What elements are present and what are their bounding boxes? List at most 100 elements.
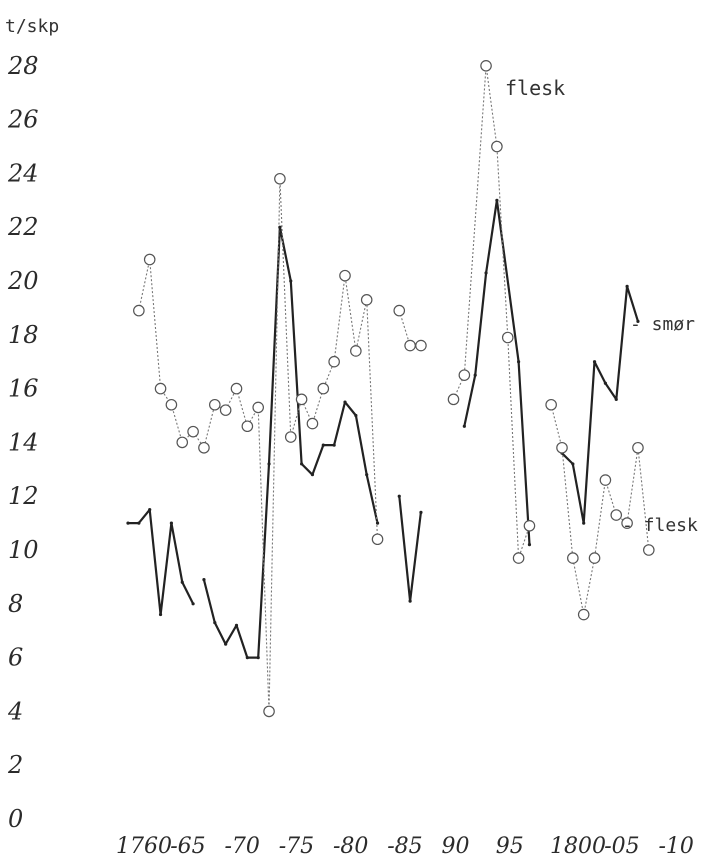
data-point [415,339,427,352]
data-point [213,621,217,625]
annotation-label: flesk [505,76,565,100]
points-flesk [133,60,655,718]
data-point [209,398,221,411]
data-point [158,612,163,617]
y-tick-label: 4 [7,697,23,725]
x-tick-label: -65 [170,834,205,859]
data-point [332,443,336,447]
data-point [234,623,239,627]
data-point [278,225,282,229]
data-point [517,360,521,364]
data-point [289,279,293,283]
data-point [582,521,586,525]
data-point [610,509,623,521]
data-point [126,521,130,525]
y-tick-label: 10 [8,536,39,564]
x-tick-label: -75 [279,834,314,859]
y-tick-label: 12 [8,482,39,510]
annotation-label: - flesk [622,515,698,536]
y-tick-label: 0 [8,805,23,833]
data-point [484,271,488,275]
data-point [462,424,466,428]
data-point [365,473,369,477]
y-tick-label: 8 [8,590,23,618]
data-point [241,420,254,433]
data-point [176,436,189,449]
data-point [592,360,597,364]
y-tick-label: 16 [8,375,39,403]
data-point [180,580,184,584]
data-point [567,552,579,564]
data-point [491,140,503,153]
y-tick-label: 28 [7,52,39,80]
data-point [632,441,644,454]
data-point [224,642,228,646]
data-point [165,398,178,411]
data-point [169,521,173,525]
data-point [375,521,380,525]
data-point [556,441,568,454]
series-flesk [138,65,650,712]
series-line-segment [398,496,422,603]
data-point [284,431,297,443]
data-point [300,462,304,466]
data-point [501,331,514,344]
data-point [636,319,640,323]
data-point [198,441,210,454]
y-tick-label: 20 [7,267,39,295]
data-point [343,400,347,404]
data-point [571,462,575,466]
data-point [408,599,412,603]
data-point [245,656,249,660]
data-point [295,393,308,406]
data-point [371,533,384,546]
x-tick-label: -70 [225,834,260,859]
series-line-segment [128,508,195,616]
series-smor [128,199,640,659]
data-point [360,294,373,306]
data-point [625,284,629,288]
data-point [230,382,243,395]
data-point [588,552,601,564]
data-point [310,473,315,477]
series-line-segment [452,65,531,559]
x-tick-label: -85 [387,834,422,859]
data-point [527,543,532,547]
data-point [154,382,167,395]
data-point [219,404,232,416]
data-point [306,417,319,430]
data-point [317,382,330,395]
data-point [458,369,471,381]
data-point [256,656,260,660]
data-point [148,508,152,512]
data-point [321,443,325,447]
series-line-segment [463,199,531,545]
x-axis-ticks: 1760-65 -70 -75 -80 -85 90 95 1800-05 -10 [116,834,694,859]
data-point [187,425,199,438]
series-line-segment [561,285,640,525]
y-tick-label: 6 [8,644,23,672]
x-tick-label: 1760 [116,834,172,859]
annotations: flesk - smør - flesk [505,76,698,536]
data-point [473,373,477,377]
y-tick-label: 22 [7,213,39,241]
data-point [137,521,141,525]
data-point [599,474,612,486]
series-line-segment [138,178,379,712]
data-point [397,494,401,498]
data-point [523,519,536,532]
data-point [252,401,265,414]
data-point [512,552,525,564]
data-point [404,339,416,352]
data-point [393,304,406,317]
data-point [642,544,655,556]
data-point [133,304,145,317]
data-point [350,345,362,357]
data-point [577,608,590,621]
data-point [328,355,340,368]
y-tick-label: 26 [7,106,39,134]
x-tick-label: 95 [496,834,524,859]
data-point [495,198,499,202]
